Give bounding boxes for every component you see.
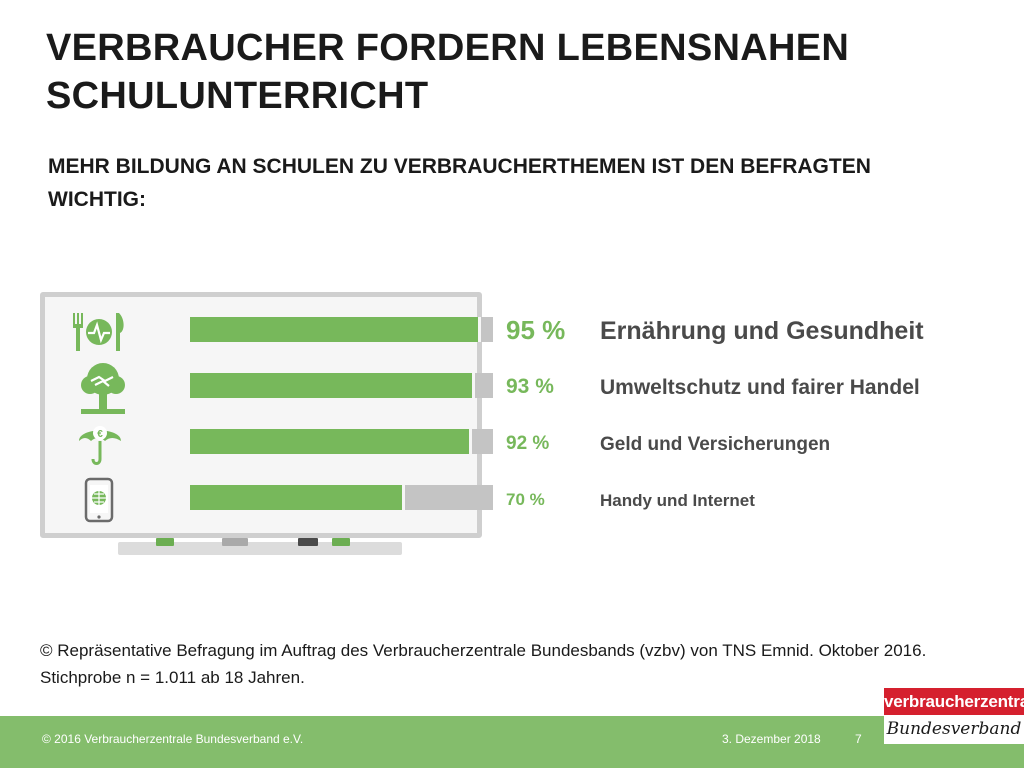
vzbv-logo: verbraucherzentrale Bundesverband	[884, 688, 1024, 744]
category-label: Handy und Internet	[600, 491, 755, 510]
category-label: Geld und Versicherungen	[600, 434, 831, 455]
value-label: 92 %	[506, 433, 550, 454]
bar-divider	[478, 317, 481, 342]
bar-divider	[402, 485, 405, 510]
board-tray	[118, 542, 402, 555]
bar-geld	[190, 429, 469, 454]
slide-title: VERBRAUCHER FORDERN LEBENSNAHEN SCHULUNT…	[46, 27, 850, 117]
tree-handshake-icon	[81, 363, 125, 414]
bar-divider	[472, 373, 475, 398]
page-number: 7	[855, 732, 862, 746]
bar-track	[190, 429, 493, 454]
marker-green	[156, 538, 174, 546]
marker-dark	[298, 538, 318, 546]
value-label: 95 %	[506, 315, 566, 345]
heartbeat-cutlery-icon	[73, 313, 124, 351]
slide-subtitle: MEHR BILDUNG AN SCHULEN ZU VERBRAUCHERTH…	[48, 155, 871, 211]
value-label: 70 %	[506, 490, 545, 509]
category-label: Ernährung und Gesundheit	[600, 317, 924, 345]
bar-umweltschutz	[190, 373, 472, 398]
smartphone-globe-icon	[84, 477, 114, 523]
bar-track	[190, 373, 493, 398]
whiteboard: €	[40, 292, 493, 538]
bar-handy	[190, 485, 402, 510]
bar-ernaehrung	[190, 317, 478, 342]
footer-copyright: © 2016 Verbraucherzentrale Bundesverband…	[42, 732, 304, 746]
bar-divider	[469, 429, 472, 454]
bar-track	[190, 317, 493, 342]
source-note: © Repräsentative Befragung im Auftrag de…	[40, 641, 927, 687]
footer-bar: © 2016 Verbraucherzentrale Bundesverband…	[0, 716, 1024, 768]
svg-text:€: €	[97, 429, 103, 440]
marker-green	[332, 538, 350, 546]
category-label: Umweltschutz und fairer Handel	[600, 376, 920, 399]
logo-subtitle: Bundesverband	[884, 715, 1024, 744]
marker-grey	[222, 538, 248, 546]
footer-date: 3. Dezember 2018	[722, 732, 821, 746]
logo-wordmark: verbraucherzentrale	[884, 688, 1024, 715]
bar-track	[190, 485, 493, 510]
value-label: 93 %	[506, 375, 554, 398]
euro-umbrella-icon: €	[79, 426, 121, 465]
